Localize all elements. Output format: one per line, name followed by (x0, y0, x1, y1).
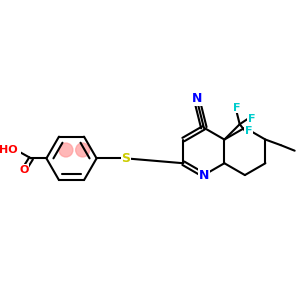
Text: HO: HO (0, 145, 17, 155)
Text: S: S (121, 152, 130, 165)
Text: N: N (192, 92, 202, 105)
Text: O: O (20, 164, 29, 175)
Circle shape (76, 143, 90, 157)
Text: N: N (199, 169, 209, 182)
Text: F: F (245, 126, 252, 136)
Text: F: F (233, 103, 241, 112)
Text: F: F (248, 114, 255, 124)
Circle shape (59, 143, 73, 157)
